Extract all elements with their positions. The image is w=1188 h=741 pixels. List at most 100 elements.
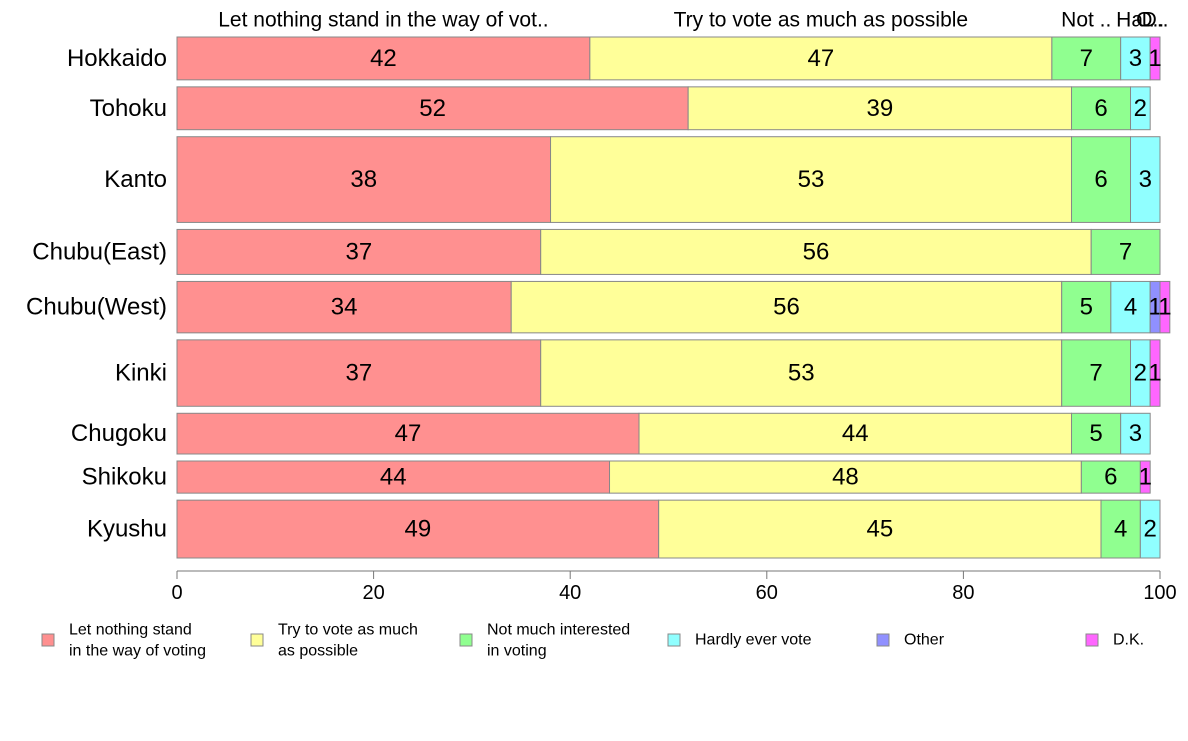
series-header-label: Not .. — [1061, 9, 1111, 32]
data-label: 53 — [798, 166, 825, 193]
legend-swatch — [41, 633, 55, 647]
data-label: 4 — [1114, 516, 1127, 543]
data-label: 1 — [1148, 294, 1161, 321]
data-label: 7 — [1119, 238, 1132, 265]
x-tick-label: 0 — [171, 582, 182, 604]
bar-segment — [1110, 280, 1151, 334]
data-label: 56 — [803, 238, 830, 265]
legend-label: in the way of voting — [69, 643, 206, 660]
data-label: 53 — [788, 360, 815, 387]
bar-segment — [176, 280, 512, 334]
data-label: 37 — [346, 360, 373, 387]
data-label: 48 — [832, 464, 859, 491]
bar-segment — [540, 228, 1092, 275]
category-label: Hokkaido — [67, 45, 167, 72]
legend-label: as possible — [278, 643, 358, 660]
x-tick-label: 100 — [1143, 582, 1176, 604]
bar-segment — [1071, 412, 1122, 455]
legend-label: D.K. — [1113, 632, 1144, 649]
bar-segment — [1130, 86, 1151, 131]
category-label: Kinki — [115, 360, 167, 387]
bar-segment — [540, 339, 1063, 407]
bar-segment — [1120, 412, 1151, 455]
x-tick-label: 80 — [952, 582, 974, 604]
data-label: 3 — [1139, 166, 1152, 193]
data-label: 39 — [866, 95, 893, 122]
data-label: 37 — [346, 238, 373, 265]
data-label: 1 — [1148, 45, 1161, 72]
data-label: 52 — [419, 95, 446, 122]
data-label: 34 — [331, 294, 358, 321]
category-label: Chubu(East) — [32, 238, 167, 265]
bar-segment — [176, 86, 689, 131]
data-label: 1 — [1139, 464, 1152, 491]
bar-segment — [1090, 228, 1161, 275]
bar-segment — [1139, 499, 1161, 559]
data-label: 42 — [370, 45, 397, 72]
legend-swatch — [250, 633, 264, 647]
bar-segment — [1080, 460, 1141, 494]
data-label: 7 — [1080, 45, 1093, 72]
x-axis: 0 20 40 60 80 100 — [171, 570, 1177, 604]
legend-swatch — [1085, 633, 1099, 647]
bar-segment — [1071, 86, 1132, 131]
bar-segment — [638, 412, 1073, 455]
data-label: 49 — [404, 516, 431, 543]
bar-segment — [176, 136, 552, 223]
bar-segment — [1130, 136, 1161, 223]
bar-segment — [176, 228, 542, 275]
legend-swatch — [667, 633, 681, 647]
category-label: Kyushu — [87, 516, 167, 543]
data-label: 47 — [395, 420, 422, 447]
data-label: 2 — [1143, 516, 1156, 543]
legend-swatch — [876, 633, 890, 647]
series-header-label: D.. — [1142, 9, 1169, 32]
bar-segment — [550, 136, 1073, 223]
data-label: 5 — [1080, 294, 1093, 321]
legend-label: Hardly ever vote — [695, 632, 812, 649]
data-label: 1 — [1158, 294, 1171, 321]
data-label: 47 — [808, 45, 835, 72]
legend: Let nothing stand in the way of voting Try… — [41, 622, 1144, 660]
series-header-labels: Let nothing stand in the way of vot.. Try… — [218, 9, 1168, 32]
data-label: 56 — [773, 294, 800, 321]
bar-segment — [1149, 36, 1161, 81]
bar-segment — [176, 36, 591, 81]
series-header-label: Ha.. — [1116, 9, 1155, 32]
data-label: 6 — [1094, 166, 1107, 193]
bar-segment — [1100, 499, 1141, 559]
bar-segment — [1159, 280, 1171, 334]
data-label: 3 — [1129, 45, 1142, 72]
category-label: Chugoku — [71, 420, 167, 447]
bar-segment — [1139, 460, 1151, 494]
data-label: 3 — [1129, 420, 1142, 447]
data-label: 5 — [1089, 420, 1102, 447]
data-label: 4 — [1124, 294, 1137, 321]
bar-segment — [1061, 280, 1112, 334]
series-header-label: O.. — [1136, 9, 1164, 32]
category-labels: Hokkaido Tohoku Kanto Chubu(East) Chubu(West… — [26, 45, 167, 543]
legend-swatch — [459, 633, 473, 647]
data-label: 6 — [1104, 464, 1117, 491]
category-label: Kanto — [104, 166, 167, 193]
bar-segment — [176, 460, 611, 494]
bar-segment — [687, 86, 1073, 131]
data-label: 7 — [1089, 360, 1102, 387]
legend-label: in voting — [487, 643, 547, 660]
category-label: Chubu(West) — [26, 294, 167, 321]
x-tick-label: 20 — [362, 582, 384, 604]
x-tick-label: 60 — [756, 582, 778, 604]
bar-segment — [510, 280, 1063, 334]
bar-segment — [176, 499, 660, 559]
x-tick-label: 40 — [559, 582, 581, 604]
bar-segment — [176, 412, 640, 455]
data-label: 6 — [1094, 95, 1107, 122]
category-label: Shikoku — [82, 464, 167, 491]
data-label: 44 — [842, 420, 869, 447]
data-label: 1 — [1148, 360, 1161, 387]
data-label: 2 — [1134, 95, 1147, 122]
category-label: Tohoku — [90, 95, 167, 122]
bar-segment — [1149, 339, 1161, 407]
